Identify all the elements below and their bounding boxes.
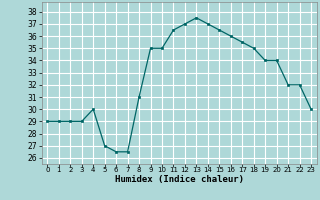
- X-axis label: Humidex (Indice chaleur): Humidex (Indice chaleur): [115, 175, 244, 184]
